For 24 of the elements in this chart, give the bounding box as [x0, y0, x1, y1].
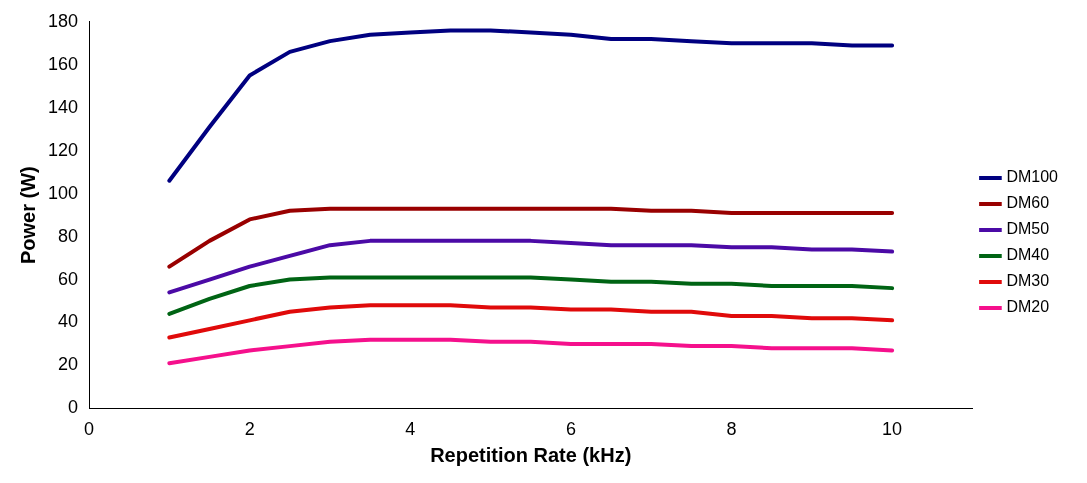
legend-label: DM50 — [1006, 220, 1050, 238]
y-tick-label: 20 — [58, 354, 79, 375]
y-axis-title: Power (W) — [16, 166, 39, 264]
legend-label: DM20 — [1006, 298, 1050, 316]
y-tick-label: 60 — [58, 268, 79, 289]
x-tick-label: 8 — [726, 419, 737, 440]
y-tick-label: 0 — [68, 397, 79, 418]
y-tick-label: 40 — [58, 311, 79, 332]
y-tick-label: 180 — [47, 10, 79, 31]
x-tick-label: 6 — [565, 419, 576, 440]
y-tick-label: 140 — [47, 96, 79, 117]
y-tick-label: 160 — [47, 53, 79, 74]
x-tick-label: 0 — [84, 419, 95, 440]
legend-label: DM100 — [1006, 168, 1059, 186]
y-tick-label: 80 — [58, 225, 79, 246]
legend-label: DM30 — [1006, 272, 1050, 290]
legend-label: DM60 — [1006, 194, 1050, 212]
x-tick-label: 10 — [882, 419, 903, 440]
x-tick-label: 4 — [405, 419, 416, 440]
y-tick-label: 100 — [47, 182, 79, 203]
x-axis-title: Repetition Rate (kHz) — [430, 443, 632, 466]
legend-label: DM40 — [1006, 246, 1050, 264]
x-tick-label: 2 — [244, 419, 255, 440]
y-tick-label: 120 — [47, 139, 79, 160]
